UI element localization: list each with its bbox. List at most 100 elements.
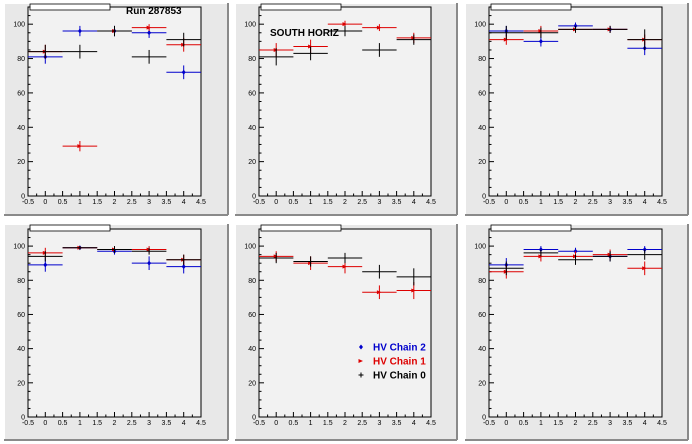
x-tick-label: 3.5 — [392, 199, 402, 206]
data-point — [166, 32, 201, 47]
x-tick-label: 3 — [147, 199, 151, 206]
histogram-title-box — [490, 3, 572, 11]
data-point — [523, 249, 559, 257]
x-tick-label: 0 — [274, 199, 278, 206]
x-tick-label: 2 — [343, 420, 347, 427]
arrow-marker — [411, 288, 416, 293]
arrow-marker — [342, 264, 347, 269]
y-tick-label: 100 — [474, 22, 486, 29]
x-tick-label: 0 — [43, 199, 47, 206]
data-point — [293, 256, 328, 267]
data-point — [592, 25, 628, 33]
x-tick-label: 2.5 — [357, 199, 367, 206]
series-chain0 — [28, 246, 201, 265]
x-tick-label: 4.5 — [196, 199, 206, 206]
data-point — [28, 44, 63, 59]
x-tick-label: 4 — [182, 199, 186, 206]
data-point — [558, 25, 593, 33]
x-tick-label: -0.5 — [22, 420, 34, 427]
data-point — [131, 49, 167, 64]
data-point — [97, 246, 132, 253]
arrow-marker — [77, 144, 82, 149]
x-tick-label: 4 — [182, 420, 186, 427]
arrow-marker — [376, 25, 382, 30]
x-tick-label: 2.5 — [127, 420, 137, 427]
data-point — [523, 27, 559, 38]
data-point — [362, 43, 397, 57]
x-tick-label: 1 — [539, 199, 543, 206]
legend-label: HV Chain 1 — [373, 357, 426, 368]
y-tick-label: 80 — [17, 278, 25, 285]
x-tick-label: -0.5 — [22, 199, 34, 206]
series-chain0 — [489, 249, 662, 276]
histogram-title-box — [29, 224, 111, 232]
data-point — [166, 254, 201, 265]
data-point — [362, 24, 397, 32]
chart-panel-2: -0.5 0 0.5 1 1.5 2 2.5 3 3.5 4 4.5020406080100SOUT… — [234, 2, 458, 216]
y-tick-label: 0 — [482, 415, 486, 422]
y-tick-label: 20 — [248, 380, 256, 387]
data-point — [166, 65, 201, 80]
x-tick-label: -0.5 — [253, 420, 265, 427]
y-tick-label: 100 — [244, 244, 256, 251]
data-point — [28, 251, 63, 262]
histogram-title-box — [490, 224, 572, 232]
diamond-marker — [77, 28, 82, 34]
data-point — [293, 46, 328, 61]
x-tick-label: 1 — [78, 199, 82, 206]
series-chain0 — [259, 25, 431, 66]
panel-annotation: Run 287853 — [126, 6, 182, 17]
x-tick-label: 3.5 — [162, 199, 172, 206]
panel-annotation: SOUTH HORIZ — [270, 28, 339, 39]
data-point — [327, 252, 363, 264]
y-tick-label: 0 — [482, 194, 486, 201]
data-point — [627, 29, 662, 50]
y-tick-label: 100 — [244, 22, 256, 29]
y-tick-label: 80 — [248, 278, 256, 285]
series-chain0 — [259, 252, 431, 286]
x-tick-label: 1.5 — [553, 199, 563, 206]
y-tick-label: 0 — [21, 194, 25, 201]
data-point — [62, 25, 98, 37]
x-tick-label: 1.5 — [323, 420, 333, 427]
arrow-marker — [146, 25, 152, 30]
x-tick-label: 2 — [343, 199, 347, 206]
histogram-title-box — [260, 224, 342, 232]
y-tick-label: 60 — [478, 90, 486, 97]
x-tick-label: 0.5 — [289, 420, 299, 427]
x-tick-label: 3 — [147, 420, 151, 427]
legend-entry: HV Chain 1 — [358, 357, 426, 368]
chart-panel-1: -0.5 0 0.5 1 1.5 2 2.5 3 3.5 4 4.5020406080100Run … — [3, 2, 229, 216]
x-tick-label: 0 — [504, 199, 508, 206]
y-tick-label: 40 — [478, 346, 486, 353]
x-tick-label: 4.5 — [196, 420, 206, 427]
data-point — [62, 246, 98, 250]
diamond-marker — [181, 69, 186, 75]
y-tick-label: 20 — [17, 380, 25, 387]
x-tick-label: 4.5 — [426, 420, 436, 427]
x-tick-label: 0.5 — [58, 420, 68, 427]
x-tick-label: 3.5 — [623, 199, 633, 206]
x-tick-label: 0 — [43, 420, 47, 427]
x-tick-label: 4 — [412, 199, 416, 206]
x-tick-label: 2.5 — [357, 420, 367, 427]
x-tick-label: 0.5 — [519, 199, 529, 206]
x-tick-label: 0.5 — [519, 420, 529, 427]
data-point — [627, 249, 662, 260]
series-chain0 — [28, 25, 201, 64]
x-tick-label: 1.5 — [323, 199, 333, 206]
y-tick-label: 40 — [17, 125, 25, 132]
x-tick-label: 0.5 — [58, 199, 68, 206]
y-tick-label: 20 — [17, 159, 25, 166]
data-point — [627, 261, 662, 276]
x-tick-label: 4 — [643, 420, 647, 427]
data-point — [131, 247, 167, 255]
y-tick-label: 60 — [248, 312, 256, 319]
x-tick-label: 3 — [377, 199, 381, 206]
data-point — [396, 34, 431, 45]
y-tick-label: 40 — [248, 346, 256, 353]
plot-frame — [488, 6, 663, 197]
arrow-marker — [376, 290, 382, 295]
x-tick-label: 0.5 — [289, 199, 299, 206]
